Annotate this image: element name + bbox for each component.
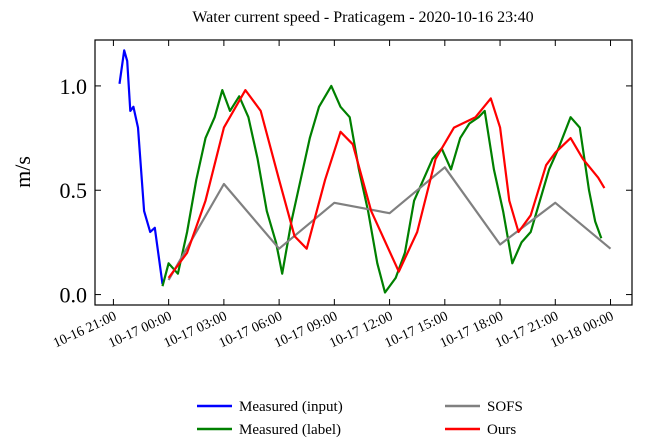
legend-label: Measured (label) xyxy=(239,422,341,438)
series-line xyxy=(118,49,164,285)
series-line xyxy=(167,166,612,281)
y-tick-label: 0.5 xyxy=(60,178,88,203)
y-tick-label: 0.0 xyxy=(60,283,88,308)
series-line xyxy=(161,84,603,294)
legend-label: Measured (input) xyxy=(239,399,343,415)
plot-frame xyxy=(94,39,633,306)
chart-title: Water current speed - Praticagem - 2020-… xyxy=(192,9,533,26)
legend-label: SOFS xyxy=(487,399,523,415)
series-line xyxy=(167,89,606,279)
y-tick-label: 1.0 xyxy=(60,74,88,99)
legend-label: Ours xyxy=(487,422,516,438)
y-axis-label: m/s xyxy=(10,156,35,188)
x-tick-label: 10-18 00:00 xyxy=(548,309,616,351)
